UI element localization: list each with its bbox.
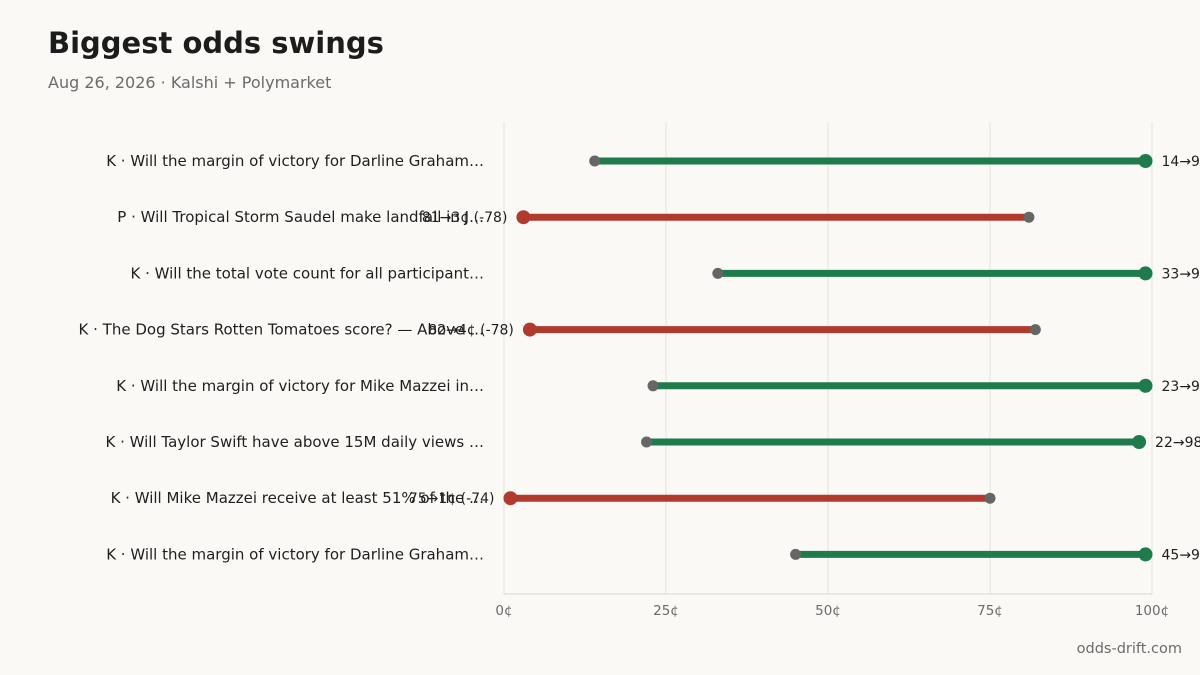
end-point bbox=[1138, 154, 1153, 168]
value-label: 22→98 bbox=[1155, 435, 1200, 451]
row-label: K · Will the margin of victory for Darli… bbox=[106, 545, 484, 563]
row-label: K · Will the margin of victory for Darli… bbox=[106, 152, 484, 170]
end-point bbox=[1138, 378, 1153, 393]
x-tick-label: 0¢ bbox=[495, 603, 512, 619]
start-point bbox=[790, 548, 802, 560]
chart-row: K · Will the margin of victory for Darli… bbox=[106, 545, 1200, 563]
chart-rows: K · Will the margin of victory for Darli… bbox=[79, 152, 1200, 563]
x-tick-label: 25¢ bbox=[653, 603, 679, 619]
chart-row: K · Will Mike Mazzei receive at least 51… bbox=[111, 489, 996, 507]
chart-row: K · Will Taylor Swift have above 15M dai… bbox=[105, 433, 1200, 451]
row-label: K · Will Taylor Swift have above 15M dai… bbox=[105, 433, 484, 451]
chart-title: Biggest odds swings bbox=[48, 26, 384, 60]
start-point bbox=[647, 380, 659, 392]
grid-lines bbox=[503, 122, 1153, 594]
end-point bbox=[516, 210, 531, 225]
x-tick-label: 50¢ bbox=[815, 603, 841, 619]
end-point bbox=[522, 322, 537, 337]
row-label: K · Will Mike Mazzei receive at least 51… bbox=[111, 489, 484, 507]
row-label: K · Will the margin of victory for Mike … bbox=[116, 377, 484, 395]
x-axis: 0¢ 25¢ 50¢ 75¢ 100¢ bbox=[495, 593, 1169, 619]
end-point bbox=[1138, 547, 1153, 562]
chart-row: P · Will Tropical Storm Saudel make land… bbox=[117, 208, 1035, 226]
start-point bbox=[1029, 324, 1041, 336]
end-point bbox=[1138, 266, 1153, 281]
start-point bbox=[641, 436, 653, 448]
x-tick-label: 100¢ bbox=[1135, 603, 1169, 619]
row-label: P · Will Tropical Storm Saudel make land… bbox=[117, 208, 484, 226]
source-credit: odds-drift.com bbox=[1076, 641, 1182, 657]
end-point bbox=[1132, 435, 1147, 449]
value-label: 82→4¢ (-78) bbox=[428, 323, 514, 339]
value-label: 33→99 bbox=[1162, 266, 1200, 282]
chart-subtitle: Aug 26, 2026 · Kalshi + Polymarket bbox=[48, 73, 332, 92]
start-point bbox=[984, 492, 996, 504]
value-label: 14→99 bbox=[1162, 154, 1200, 170]
value-label: 75→1¢ (-74) bbox=[409, 491, 495, 507]
chart-row: K · The Dog Stars Rotten Tomatoes score?… bbox=[79, 321, 1041, 339]
value-label: 81→3¢ (-78) bbox=[422, 210, 508, 226]
row-label: K · The Dog Stars Rotten Tomatoes score?… bbox=[79, 321, 484, 339]
start-point bbox=[589, 155, 601, 167]
row-label: K · Will the total vote count for all pa… bbox=[130, 264, 484, 282]
chart-row: K · Will the margin of victory for Darli… bbox=[106, 152, 1200, 170]
value-label: 23→99 bbox=[1162, 379, 1200, 395]
end-point bbox=[503, 491, 518, 506]
start-point bbox=[1023, 211, 1035, 223]
chart-row: K · Will the margin of victory for Mike … bbox=[116, 377, 1200, 395]
value-label: 45→99 bbox=[1162, 547, 1200, 563]
chart-row: K · Will the total vote count for all pa… bbox=[130, 264, 1200, 282]
x-tick-label: 75¢ bbox=[977, 603, 1003, 619]
start-point bbox=[712, 267, 724, 279]
